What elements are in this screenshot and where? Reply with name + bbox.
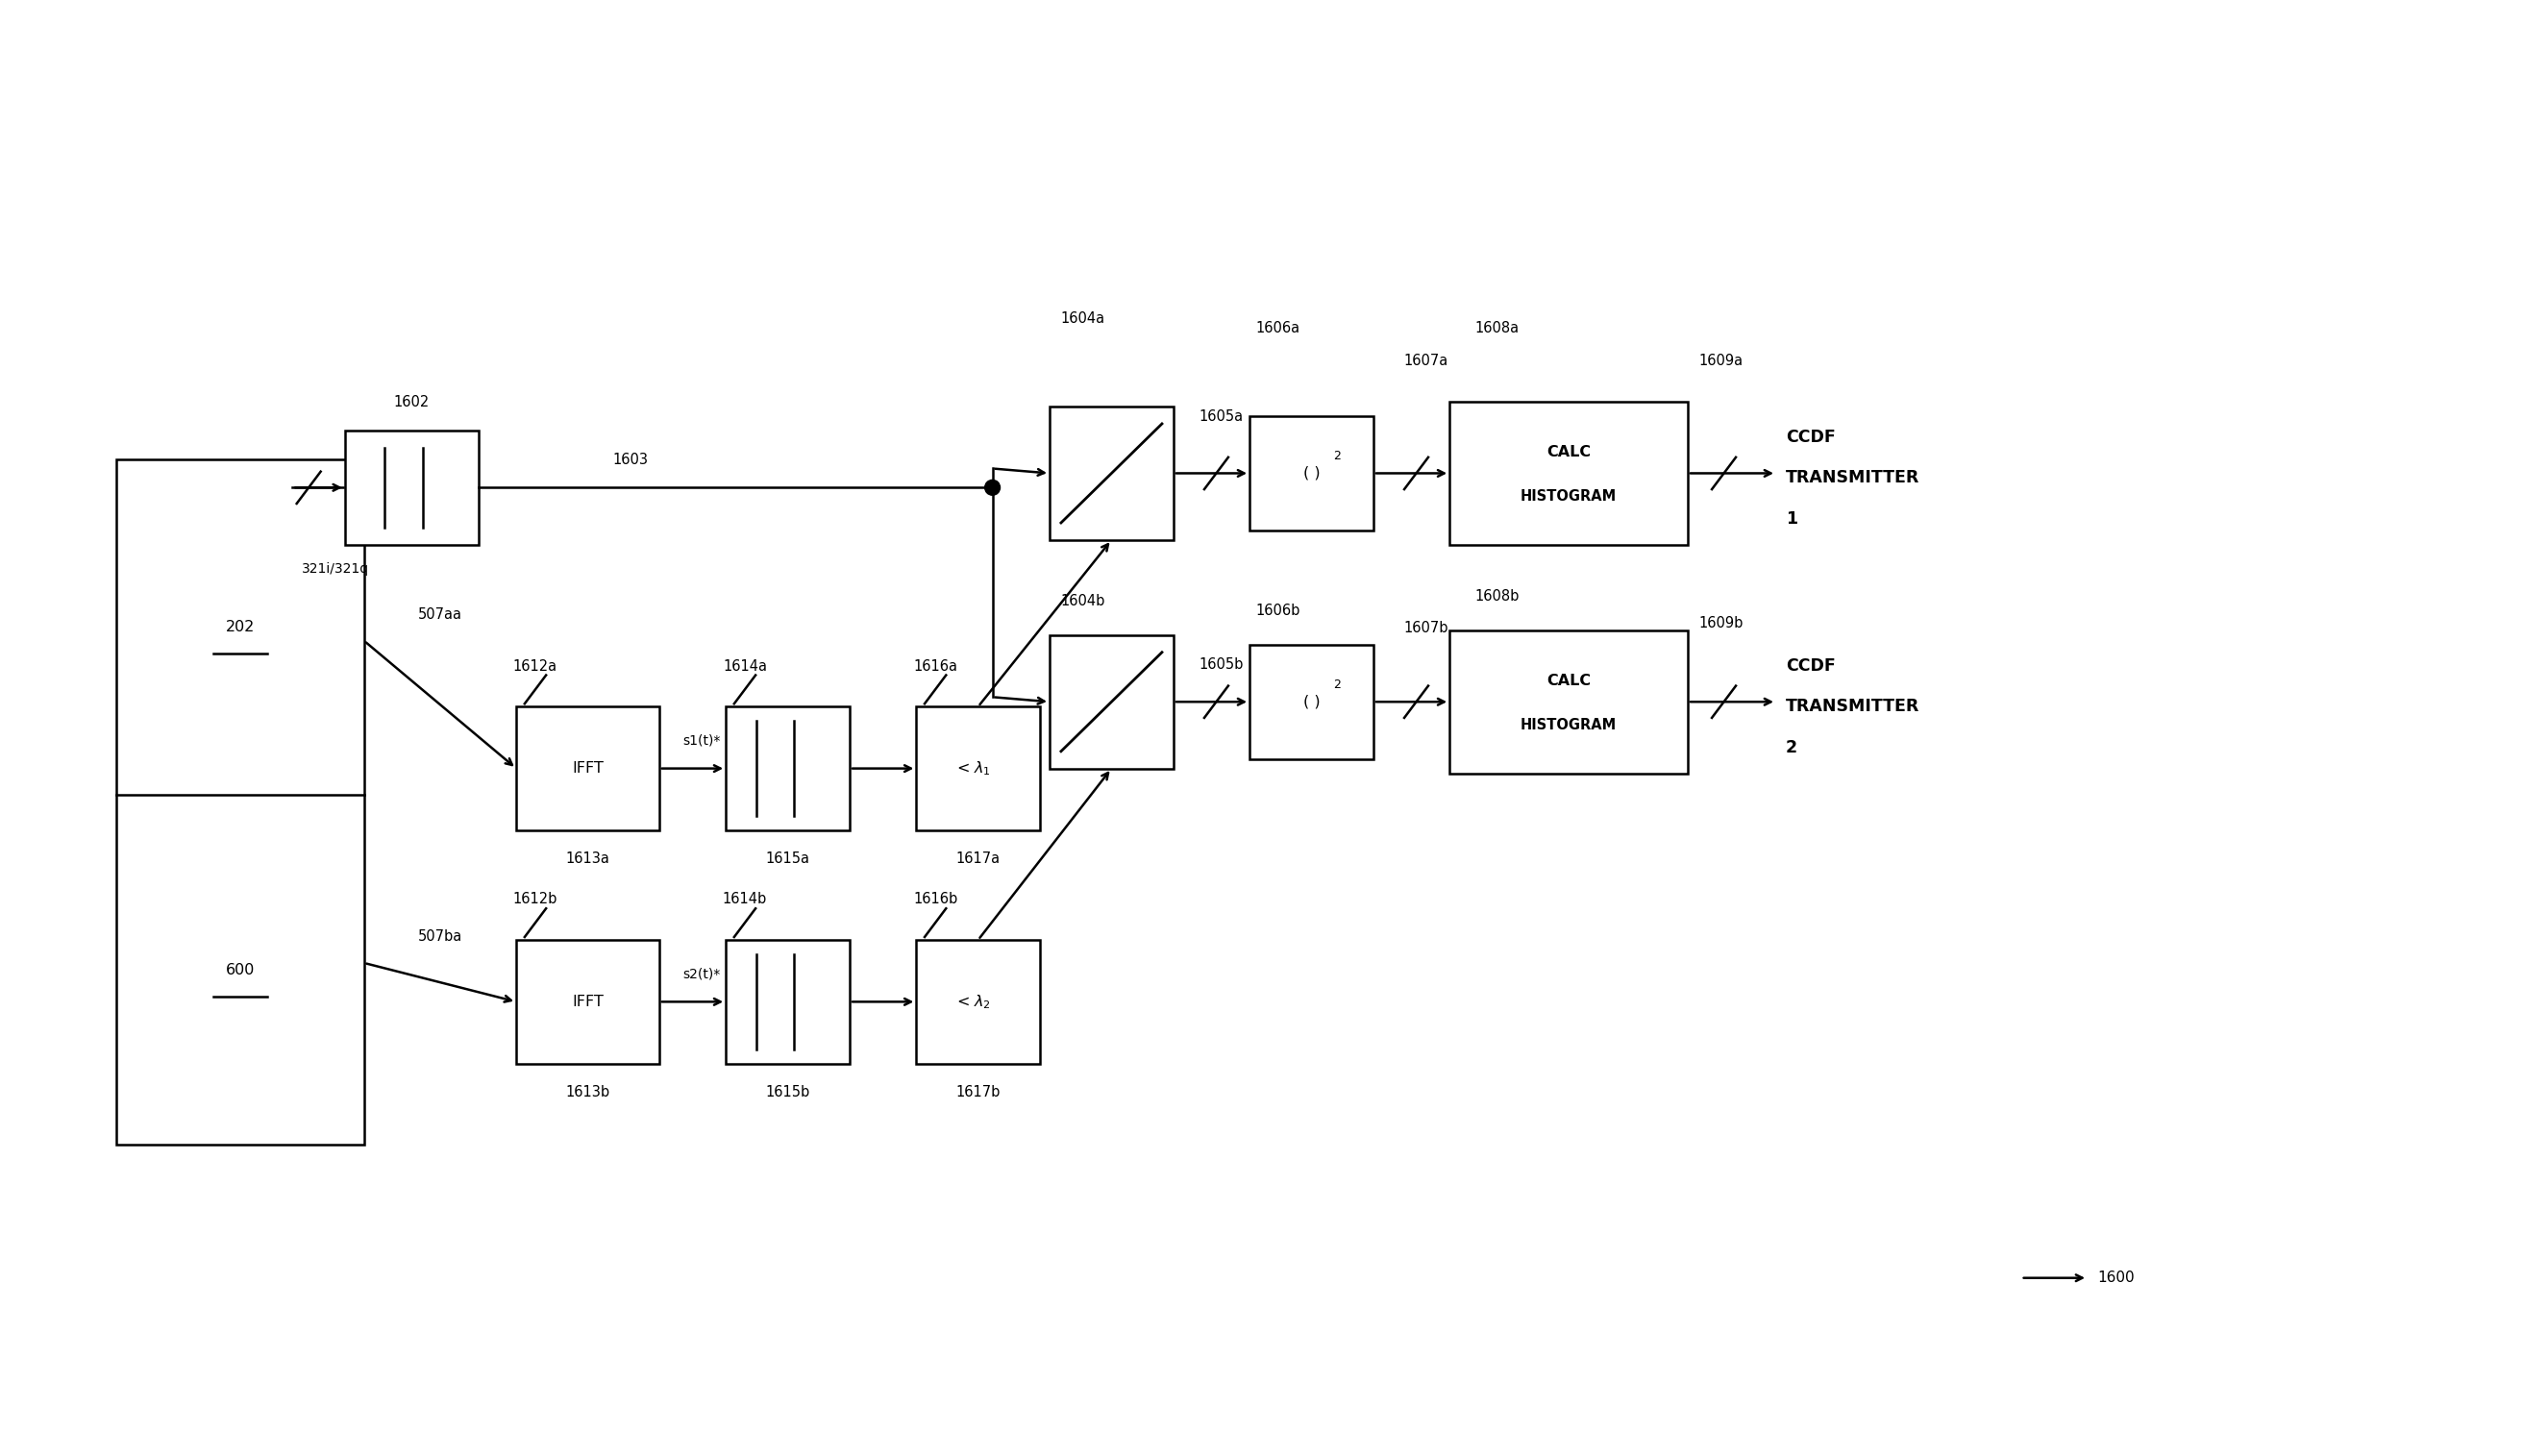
Text: CALC: CALC [1547, 446, 1592, 460]
Text: IFFT: IFFT [573, 994, 603, 1009]
Bar [116, 459, 363, 1144]
Text: 1609a: 1609a [1698, 354, 1743, 368]
Text: 1617a: 1617a [956, 852, 999, 866]
Text: 1616a: 1616a [913, 658, 956, 673]
Text: s1(t)*: s1(t)* [684, 734, 722, 747]
Text: 1: 1 [1786, 511, 1796, 527]
Text: 2: 2 [1786, 738, 1796, 756]
Bar [517, 706, 659, 830]
Bar [1451, 630, 1688, 773]
Text: 1612a: 1612a [512, 658, 558, 673]
Text: 1603: 1603 [613, 453, 648, 466]
Text: < $\lambda_1$: < $\lambda_1$ [956, 760, 992, 778]
Text: 1613a: 1613a [565, 852, 611, 866]
Bar [727, 941, 850, 1064]
Bar [1249, 645, 1373, 759]
Text: 2: 2 [1335, 450, 1342, 463]
Bar [346, 431, 479, 545]
Text: CALC: CALC [1547, 674, 1592, 689]
Bar [1050, 635, 1173, 769]
Text: HISTOGRAM: HISTOGRAM [1521, 489, 1617, 504]
Text: 1614b: 1614b [722, 893, 767, 907]
Text: 321i/321q: 321i/321q [303, 562, 368, 575]
Text: CCDF: CCDF [1786, 428, 1837, 446]
Text: 1616b: 1616b [913, 893, 959, 907]
Text: CCDF: CCDF [1786, 657, 1837, 674]
Text: 1615b: 1615b [764, 1085, 810, 1099]
Text: 1604a: 1604a [1060, 312, 1105, 326]
Text: 1606b: 1606b [1256, 604, 1299, 617]
Text: 1607a: 1607a [1403, 354, 1448, 368]
Text: 2: 2 [1335, 678, 1342, 692]
Text: 507aa: 507aa [419, 607, 462, 622]
Circle shape [984, 480, 999, 495]
Text: 1609b: 1609b [1698, 616, 1743, 630]
Text: HISTOGRAM: HISTOGRAM [1521, 718, 1617, 732]
Text: 1607b: 1607b [1403, 620, 1448, 635]
Bar [727, 706, 850, 830]
Text: s2(t)*: s2(t)* [684, 967, 722, 981]
Text: ( ): ( ) [1302, 695, 1320, 709]
Bar [517, 941, 659, 1064]
Text: 1606a: 1606a [1256, 320, 1299, 335]
Text: 1605a: 1605a [1198, 409, 1244, 424]
Text: 1612b: 1612b [512, 893, 558, 907]
Text: 1605b: 1605b [1198, 657, 1244, 671]
Text: 1617b: 1617b [956, 1085, 1002, 1099]
Text: 507ba: 507ba [419, 929, 462, 943]
Bar [916, 941, 1039, 1064]
Text: 1604b: 1604b [1060, 594, 1105, 609]
Text: 1614a: 1614a [722, 658, 767, 673]
Text: 1615a: 1615a [764, 852, 810, 866]
Text: 600: 600 [225, 962, 255, 977]
Text: < $\lambda_2$: < $\lambda_2$ [956, 993, 992, 1010]
Text: 1613b: 1613b [565, 1085, 611, 1099]
Text: 1600: 1600 [2097, 1271, 2134, 1286]
Text: 1608b: 1608b [1476, 590, 1519, 604]
Text: 202: 202 [225, 620, 255, 635]
Bar [1050, 406, 1173, 540]
Text: TRANSMITTER: TRANSMITTER [1786, 697, 1920, 715]
Bar [916, 706, 1039, 830]
Text: IFFT: IFFT [573, 761, 603, 776]
Text: 1602: 1602 [394, 395, 429, 409]
Text: ( ): ( ) [1302, 466, 1320, 480]
Bar [1451, 402, 1688, 545]
Bar [1249, 416, 1373, 530]
Text: TRANSMITTER: TRANSMITTER [1786, 469, 1920, 486]
Text: 1608a: 1608a [1476, 320, 1519, 335]
